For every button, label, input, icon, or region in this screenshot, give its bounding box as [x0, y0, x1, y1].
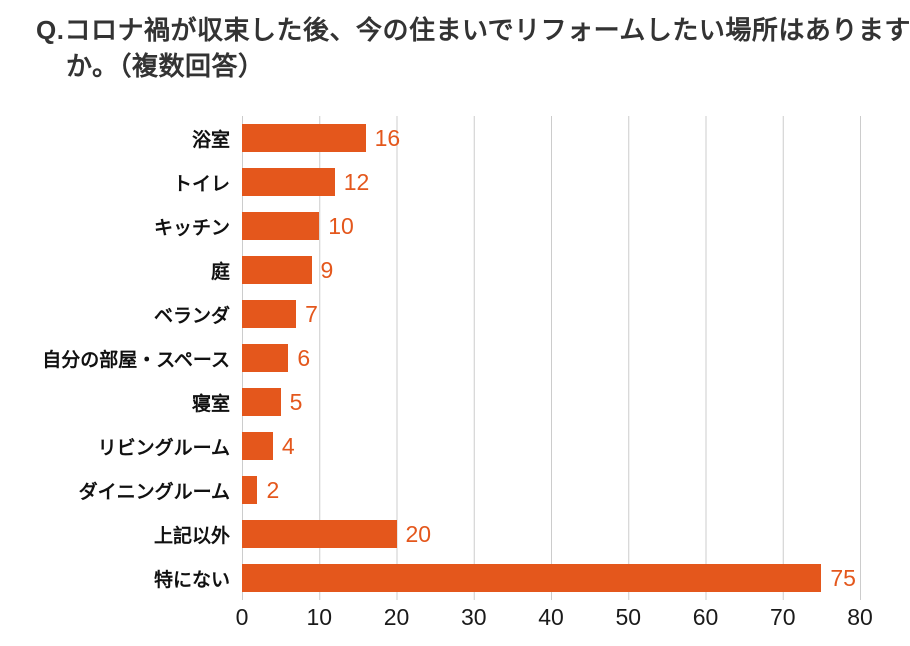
- chart-row: ダイニングルーム 2: [0, 468, 910, 512]
- value-label: 2: [266, 476, 280, 503]
- bar-track: 6: [242, 344, 860, 372]
- chart-rows: 浴室 16 トイレ 12 キッチン 10 庭 9 ベランダ 7 自分の部屋・スペース 6 寝室 5 リビング…: [0, 116, 910, 600]
- value-label: 12: [343, 168, 370, 195]
- value-label: 75: [830, 564, 856, 591]
- category-label: ベランダ: [153, 305, 230, 327]
- bar: [242, 388, 281, 416]
- bar-track: 4: [242, 432, 860, 460]
- bar: [242, 256, 312, 284]
- chart-row: 上記以外 20: [0, 512, 910, 556]
- value-label: 5: [289, 388, 303, 415]
- bar: [242, 212, 320, 240]
- value-label: 20: [405, 520, 432, 547]
- chart-title: Q.コロナ禍が収束した後、今の住まいでリフォームしたい場所はありますか。（複数回…: [36, 15, 910, 81]
- bar-track: 5: [242, 388, 860, 416]
- bar-track: 75: [242, 564, 860, 592]
- bar: [242, 476, 258, 504]
- x-tick-label: 80: [847, 604, 873, 630]
- bar-track: 20: [242, 520, 860, 548]
- value-label: 10: [328, 212, 354, 239]
- x-tick-label: 10: [306, 604, 333, 630]
- bar-track: 10: [242, 212, 860, 240]
- chart-row: ベランダ 7: [0, 292, 910, 336]
- x-tick-label: 60: [692, 604, 719, 630]
- x-axis-ticks: 0 10 20 30 40 50 60 70 80: [236, 604, 873, 634]
- category-label: ダイニングルーム: [78, 481, 230, 503]
- chart-row: トイレ 12: [0, 160, 910, 204]
- bar: [242, 344, 289, 372]
- value-label: 4: [281, 432, 295, 459]
- chart-row: 浴室 16: [0, 116, 910, 160]
- bar-track: 12: [242, 168, 860, 196]
- chart-row: 特にない 75: [0, 556, 910, 600]
- x-tick-label: 0: [235, 604, 249, 630]
- value-label: 16: [374, 124, 401, 151]
- chart-row: キッチン 10: [0, 204, 910, 248]
- bar: [242, 520, 397, 548]
- plot-gridlines: [242, 116, 861, 600]
- x-tick-label: 70: [769, 604, 796, 630]
- chart-row: 自分の部屋・スペース 6: [0, 336, 910, 380]
- bar-track: 2: [242, 476, 860, 504]
- category-label: 庭: [210, 261, 230, 283]
- category-label: 浴室: [191, 129, 230, 151]
- chart-row: 寝室 5: [0, 380, 910, 424]
- value-label: 7: [305, 300, 318, 327]
- bar: [242, 168, 335, 196]
- bar-track: 16: [242, 124, 860, 152]
- bar: [242, 432, 273, 460]
- category-label: リビングルーム: [97, 437, 230, 459]
- category-label: 上記以外: [153, 525, 230, 547]
- x-tick-label: 20: [383, 604, 410, 630]
- x-tick-label: 30: [460, 604, 487, 630]
- category-label: キッチン: [153, 217, 230, 239]
- bar: [242, 124, 366, 152]
- bar: [242, 564, 822, 592]
- category-label: トイレ: [172, 173, 230, 195]
- category-label: 自分の部屋・スペース: [42, 349, 230, 371]
- chart-row: リビングルーム 4: [0, 424, 910, 468]
- category-label: 寝室: [191, 393, 230, 415]
- category-label: 特にない: [153, 569, 230, 591]
- bar-track: 7: [242, 300, 860, 328]
- x-tick-label: 40: [538, 604, 564, 630]
- value-label: 6: [297, 344, 311, 371]
- bar: [242, 300, 297, 328]
- x-tick-label: 50: [615, 604, 642, 630]
- value-label: 9: [320, 256, 334, 283]
- bar-track: 9: [242, 256, 860, 284]
